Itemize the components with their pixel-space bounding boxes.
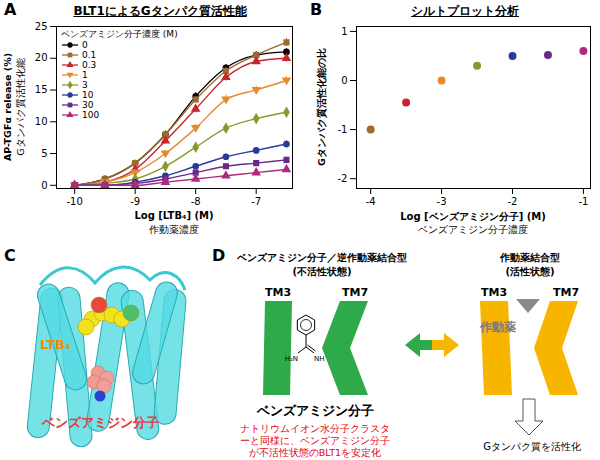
svg-text:-2: -2 — [508, 196, 518, 207]
svg-text:が不活性状態のBLT1を安定化: が不活性状態のBLT1を安定化 — [249, 447, 381, 458]
html-text:AP-TGFα release (%): AP-TGFα release (%) — [2, 52, 13, 162]
svg-text:ベンズアミジン分子: ベンズアミジン分子 — [256, 403, 374, 418]
svg-text:-10: -10 — [66, 196, 82, 207]
svg-text:LTB₄: LTB₄ — [40, 337, 71, 352]
svg-text:-7: -7 — [251, 196, 261, 207]
svg-text:-1: -1 — [338, 124, 348, 135]
html-text:Log [ベンズアミジン分子] (M): Log [ベンズアミジン分子] (M) — [400, 211, 546, 222]
svg-text:TM7: TM7 — [342, 286, 368, 299]
html-text:Log [LTB₄] (M): Log [LTB₄] (M) — [134, 210, 214, 221]
html-text:シルトプロット分析: シルトプロット分析 — [411, 4, 519, 18]
svg-text:ーと同様に、ベンズアミジン分子: ーと同様に、ベンズアミジン分子 — [240, 435, 390, 446]
svg-text:-9: -9 — [130, 196, 140, 207]
html-text:3: 3 — [82, 80, 88, 90]
svg-text:NH: NH — [314, 355, 325, 363]
html-text:100: 100 — [82, 110, 100, 120]
html-text:ベンズアミジン分子濃度: ベンズアミジン分子濃度 — [418, 224, 528, 235]
svg-text:H₂N: H₂N — [285, 355, 298, 363]
svg-text:D: D — [212, 246, 225, 265]
html-text:A: A — [4, 0, 17, 19]
svg-text:ベンズアミジン分子／逆作動薬結合型: ベンズアミジン分子／逆作動薬結合型 — [236, 252, 407, 264]
html-text:BLT1によるGタンパク質活性能: BLT1によるGタンパク質活性能 — [73, 4, 247, 18]
svg-text:25: 25 — [35, 21, 48, 32]
svg-text:ベンズアミジン分子: ベンズアミジン分子 — [41, 415, 159, 430]
html-text:0.3: 0.3 — [82, 60, 97, 70]
svg-text:ナトリウムイオン水分子クラスタ: ナトリウムイオン水分子クラスタ — [240, 423, 390, 434]
svg-text:0: 0 — [341, 75, 347, 86]
html-text:1: 1 — [82, 70, 88, 80]
html-text:30: 30 — [82, 100, 94, 110]
html-text:B: B — [310, 0, 323, 19]
svg-text:(不活性状態): (不活性状態) — [292, 266, 351, 277]
html-text:0: 0 — [82, 40, 88, 50]
html-text:ベンズアミジン分子濃度 (M): ベンズアミジン分子濃度 (M) — [61, 29, 178, 39]
svg-text:作動薬結合型: 作動薬結合型 — [499, 252, 560, 263]
svg-text:TM3: TM3 — [481, 286, 507, 299]
svg-text:TM3: TM3 — [265, 286, 291, 299]
svg-text:-8: -8 — [191, 196, 201, 207]
svg-text:Gタンパク質を活性化: Gタンパク質を活性化 — [483, 441, 581, 452]
svg-text:5: 5 — [41, 148, 47, 159]
svg-text:0: 0 — [41, 180, 47, 191]
svg-text:作動薬: 作動薬 — [479, 320, 516, 334]
svg-text:C: C — [4, 246, 16, 265]
html-text:0.1: 0.1 — [82, 50, 97, 60]
svg-text:TM7: TM7 — [553, 286, 579, 299]
svg-text:-4: -4 — [366, 196, 376, 207]
svg-text:-1: -1 — [578, 196, 588, 207]
html-text:Gタンパク質活性化能の比: Gタンパク質活性化能の比 — [316, 48, 327, 166]
svg-text:10: 10 — [35, 116, 48, 127]
html-text:Gタンパク質活性化能: Gタンパク質活性化能 — [15, 58, 26, 156]
svg-text:-2: -2 — [338, 173, 348, 184]
html-text:作動薬濃度: 作動薬濃度 — [149, 224, 199, 235]
svg-text:1: 1 — [341, 26, 347, 37]
svg-text:-3: -3 — [437, 196, 447, 207]
html-text:10: 10 — [82, 90, 94, 100]
svg-text:15: 15 — [35, 84, 48, 95]
svg-text:(活性状態): (活性状態) — [505, 266, 554, 277]
svg-text:20: 20 — [35, 52, 48, 63]
